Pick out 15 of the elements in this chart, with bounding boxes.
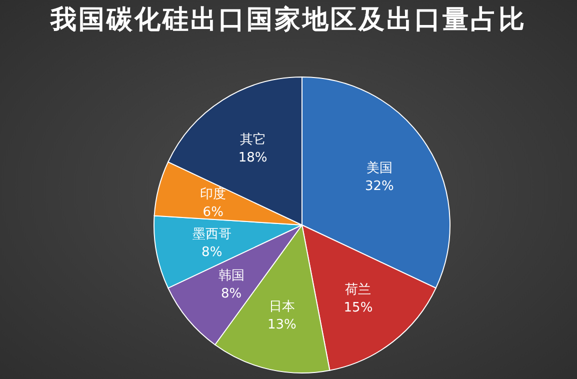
data-label: 13% [268, 318, 296, 333]
data-label: 18% [238, 150, 268, 166]
slice-label: 荷兰 [345, 282, 372, 298]
slice-label: 日本 [268, 300, 295, 315]
chart-title: 我国碳化硅出口国家地区及出口量占比 [49, 4, 528, 37]
slice-label: 印度 [200, 186, 226, 202]
slice-label: 墨西哥 [192, 227, 232, 242]
data-label: 15% [344, 300, 373, 316]
data-label: 32% [365, 178, 394, 194]
data-label: 6% [202, 205, 224, 220]
data-label: 8% [202, 245, 222, 260]
slice-label: 美国 [366, 160, 392, 176]
slice-label: 其它 [240, 132, 266, 148]
slice-label: 韩国 [218, 268, 244, 284]
data-label: 8% [220, 286, 242, 302]
